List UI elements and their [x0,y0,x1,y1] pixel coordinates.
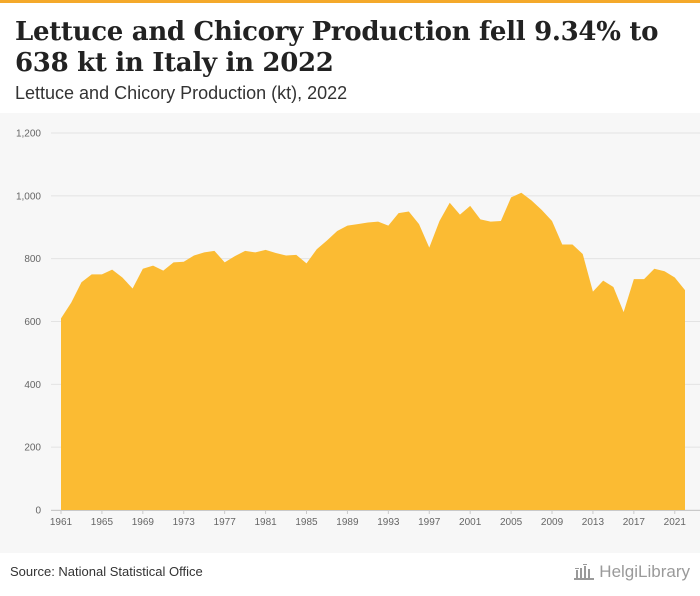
x-tick-label: 2013 [582,517,605,528]
x-tick-label: 1989 [336,517,359,528]
x-tick-label: 1961 [50,517,73,528]
footer [0,553,700,596]
header: Lettuce and Chicory Production fell 9.34… [0,3,700,113]
x-tick-label: 2009 [541,517,564,528]
source-note: Source: National Statistical Office [10,564,203,579]
x-tick-label: 1977 [214,517,237,528]
axes: 0 200 400 600 800 1,000 1,200 1961 1965 1969 1973 1… [16,129,700,528]
x-tick-label: 1965 [91,517,114,528]
x-tick-label: 1993 [377,517,400,528]
x-tick-label: 2021 [664,517,687,528]
x-tick-label: 1981 [254,517,277,528]
x-tick-label: 1997 [418,517,441,528]
y-tick-label: 600 [24,317,41,328]
y-tick-label: 200 [24,443,41,454]
x-tick-label: 2005 [500,517,523,528]
area-chart: 0 200 400 600 800 1,000 1,200 1961 1965 1969 1973 1… [16,129,700,528]
x-tick-label: 2017 [623,517,646,528]
y-tick-label: 0 [35,506,41,517]
x-tick-label: 2001 [459,517,482,528]
x-tick-label: 1973 [173,517,196,528]
helgi-library-logo[interactable]: HelgiLibrary [573,561,690,583]
y-tick-label: 800 [24,254,41,265]
chart-subtitle: Lettuce and Chicory Production (kt), 202… [15,83,348,103]
library-building-icon [574,564,595,580]
production-area [61,192,685,511]
y-tick-label: 400 [24,380,41,391]
area-series [61,192,685,511]
top-accent-bar [0,0,700,3]
logo-text: HelgiLibrary [599,562,690,581]
x-tick-label: 1969 [132,517,155,528]
x-tick-label: 1985 [295,517,318,528]
y-tick-label: 1,200 [16,129,41,140]
y-tick-label: 1,000 [16,191,41,202]
chart-title: Lettuce and Chicory Production fell 9.34… [15,17,659,78]
